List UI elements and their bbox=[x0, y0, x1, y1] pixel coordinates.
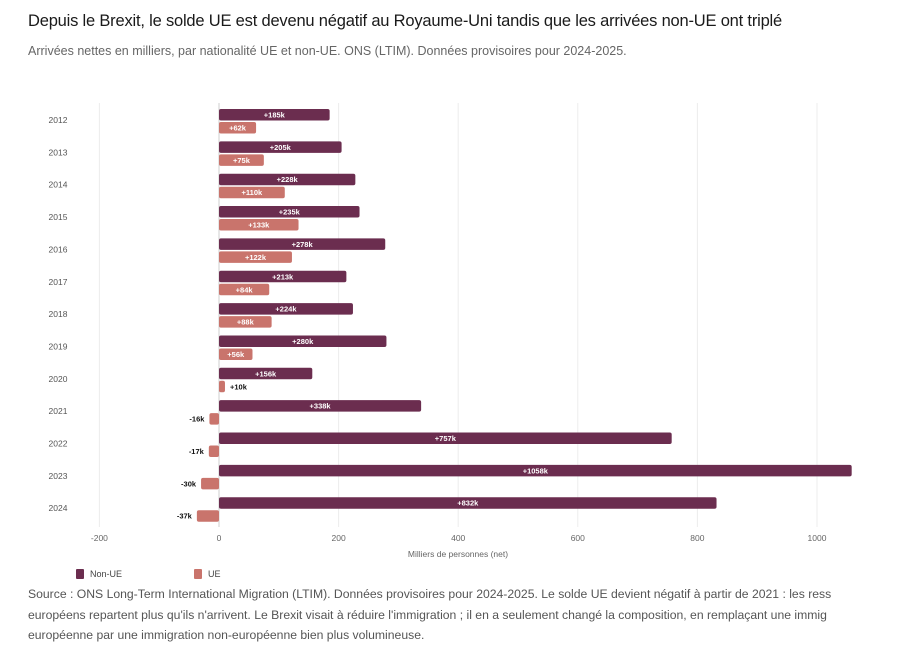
bar-non-ue bbox=[219, 270, 347, 283]
data-label: +62k bbox=[229, 124, 247, 133]
x-axis-title: Milliers de personnes (net) bbox=[408, 549, 508, 559]
bar-ue bbox=[219, 316, 272, 328]
data-label: +110k bbox=[242, 188, 263, 197]
bar-ue bbox=[219, 283, 270, 296]
bar-non-ue bbox=[219, 335, 387, 347]
data-label: +213k bbox=[272, 272, 294, 281]
data-label: -16k bbox=[189, 415, 205, 424]
bar-ue bbox=[209, 413, 219, 425]
x-tick-label: 400 bbox=[451, 533, 465, 543]
bar-non-ue bbox=[219, 303, 353, 315]
data-label: +88k bbox=[237, 318, 255, 327]
category-axis: 2012 2013 2014 2015 2016 2017 2018 2019 2020 2021… bbox=[49, 115, 68, 513]
bar-non-ue bbox=[219, 497, 717, 509]
data-label: +235k bbox=[279, 208, 301, 217]
data-label: -30k bbox=[181, 479, 197, 488]
x-tick-label: 800 bbox=[690, 533, 704, 543]
bar-ue bbox=[196, 510, 219, 522]
bar-non-ue bbox=[219, 367, 313, 380]
legend-swatch-non-ue bbox=[76, 569, 84, 579]
bar-non-ue bbox=[219, 173, 356, 186]
bar-non-ue bbox=[219, 206, 360, 218]
x-tick-label: 1000 bbox=[808, 533, 827, 543]
y-tick-label: 2014 bbox=[49, 180, 68, 190]
x-tick-label: 600 bbox=[571, 533, 585, 543]
data-label: +10k bbox=[230, 382, 248, 391]
y-tick-label: 2020 bbox=[49, 374, 68, 384]
y-tick-label: 2022 bbox=[49, 439, 68, 449]
gridlines bbox=[98, 103, 818, 527]
data-label: +280k bbox=[292, 337, 314, 346]
y-tick-label: 2015 bbox=[49, 212, 68, 222]
data-label: +185k bbox=[264, 111, 286, 120]
bars: +185k +62k +205k +75k +228k +110k +235k +133k +2… bbox=[177, 109, 852, 522]
bar-ue bbox=[219, 251, 292, 263]
y-tick-label: 2017 bbox=[49, 277, 68, 287]
data-label: +228k bbox=[277, 175, 299, 184]
source-line: Source : ONS Long-Term International Mig… bbox=[28, 587, 832, 601]
bar-non-ue bbox=[219, 238, 386, 250]
x-tick-label: 200 bbox=[332, 533, 346, 543]
y-tick-label: 2013 bbox=[49, 147, 68, 157]
legend-label: UE bbox=[208, 569, 221, 579]
y-tick-label: 2024 bbox=[49, 503, 68, 513]
legend: Non-UE UE bbox=[76, 569, 312, 579]
chart-subtitle: Arrivées nettes en milliers, par nationa… bbox=[28, 44, 627, 58]
bar-non-ue bbox=[219, 109, 330, 121]
chart-title: Depuis le Brexit, le solde UE est devenu… bbox=[28, 12, 782, 30]
data-label: +122k bbox=[245, 253, 267, 262]
bar-ue bbox=[219, 219, 299, 231]
data-label: -37k bbox=[177, 512, 193, 521]
data-label: +205k bbox=[270, 143, 292, 152]
value-axis: -200 0 200 400 600 800 1000 bbox=[91, 533, 827, 543]
data-label: +278k bbox=[292, 240, 314, 249]
y-tick-label: 2018 bbox=[49, 309, 68, 319]
x-tick-label: 0 bbox=[217, 533, 222, 543]
data-label: +338k bbox=[310, 402, 332, 411]
bar-ue bbox=[219, 186, 285, 199]
x-tick-label: -200 bbox=[91, 533, 108, 543]
y-tick-label: 2023 bbox=[49, 471, 68, 481]
bar-non-ue bbox=[219, 432, 672, 444]
bar-non-ue bbox=[219, 141, 342, 153]
y-tick-label: 2012 bbox=[49, 115, 68, 125]
y-tick-label: 2016 bbox=[49, 244, 68, 254]
bar-ue bbox=[219, 122, 257, 134]
data-label: +757k bbox=[435, 434, 457, 443]
data-label: +224k bbox=[275, 305, 297, 314]
y-tick-label: 2021 bbox=[49, 406, 68, 416]
source-line: européenne par une immigration non-europ… bbox=[28, 628, 425, 642]
source-note: Source : ONS Long-Term International Mig… bbox=[28, 584, 900, 646]
bar-non-ue bbox=[219, 464, 852, 477]
data-label: +75k bbox=[233, 156, 251, 165]
data-label: +832k bbox=[457, 499, 479, 508]
legend-label: Non-UE bbox=[90, 569, 123, 579]
source-line: européens repartent plus qu'ils n'arrive… bbox=[28, 607, 827, 622]
bar-ue bbox=[219, 380, 225, 393]
bar-non-ue bbox=[219, 400, 422, 412]
data-label: +1058k bbox=[523, 466, 549, 475]
legend-item-ue[interactable]: UE bbox=[194, 569, 312, 579]
data-label: -17k bbox=[189, 447, 205, 456]
bar-ue bbox=[208, 445, 219, 457]
bar-ue bbox=[219, 154, 264, 166]
legend-swatch-ue bbox=[194, 569, 202, 579]
data-label: +156k bbox=[255, 369, 277, 378]
y-tick-label: 2019 bbox=[49, 341, 68, 351]
bar-ue bbox=[201, 477, 219, 490]
bar-ue bbox=[219, 348, 253, 360]
data-label: +56k bbox=[227, 350, 245, 359]
legend-item-non-ue[interactable]: Non-UE bbox=[76, 569, 194, 579]
data-label: +133k bbox=[248, 221, 270, 230]
data-label: +84k bbox=[236, 285, 254, 294]
